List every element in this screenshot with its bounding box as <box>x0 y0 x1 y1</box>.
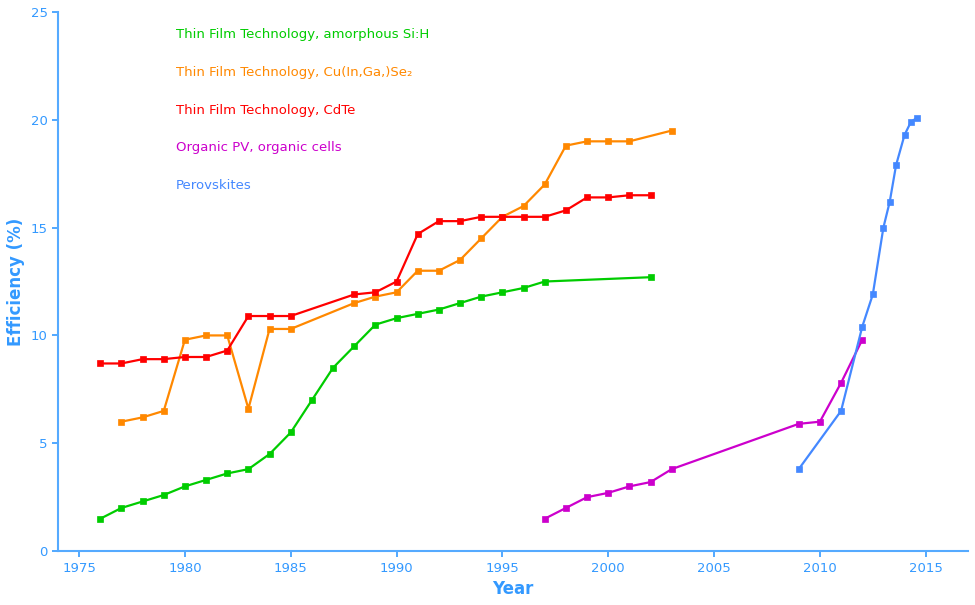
Text: Thin Film Technology, Cu(In,Ga,)Se₂: Thin Film Technology, Cu(In,Ga,)Se₂ <box>176 66 412 79</box>
Text: Organic PV, organic cells: Organic PV, organic cells <box>176 142 342 154</box>
Text: Thin Film Technology, CdTe: Thin Film Technology, CdTe <box>176 103 356 117</box>
X-axis label: Year: Year <box>492 580 533 598</box>
Text: Thin Film Technology, amorphous Si:H: Thin Film Technology, amorphous Si:H <box>176 28 429 41</box>
Y-axis label: Efficiency (%): Efficiency (%) <box>7 217 25 345</box>
Text: Perovskites: Perovskites <box>176 179 252 192</box>
